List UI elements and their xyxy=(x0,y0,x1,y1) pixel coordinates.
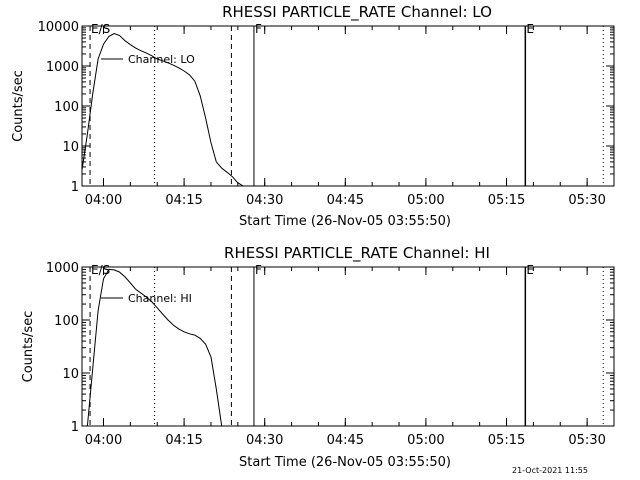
x-tick-label: 04:30 xyxy=(246,433,283,448)
x-tick-label: 04:45 xyxy=(327,193,364,208)
y-tick-label: 100 xyxy=(54,100,79,115)
series-line xyxy=(81,32,244,187)
x-tick-label: 04:00 xyxy=(85,433,122,448)
y-tick-label: 100 xyxy=(54,314,79,329)
y-tick-label: 10 xyxy=(62,140,79,155)
y-axis-label: Counts/sec xyxy=(11,70,26,142)
y-tick-label: 10 xyxy=(62,367,79,382)
x-axis-label: Start Time (26-Nov-05 03:55:50) xyxy=(239,214,451,229)
y-tick-label: 10000 xyxy=(38,20,79,35)
y-tick-label: 1000 xyxy=(46,60,79,75)
y-tick-label: 1 xyxy=(71,180,79,195)
x-tick-label: 05:00 xyxy=(407,433,444,448)
y-tick-label: 1000 xyxy=(46,261,79,276)
x-tick-label: 05:30 xyxy=(568,433,605,448)
x-tick-label: 04:45 xyxy=(327,433,364,448)
event-marker-label: E xyxy=(526,263,534,277)
y-tick-label: 1 xyxy=(71,420,79,435)
event-marker-label: F xyxy=(255,22,262,36)
footer-timestamp: 21-Oct-2021 11:55 xyxy=(512,466,588,475)
chart-title: RHESSI PARTICLE_RATE Channel: HI xyxy=(224,244,490,263)
x-tick-label: 05:15 xyxy=(488,193,525,208)
x-tick-label: 04:15 xyxy=(165,193,202,208)
x-tick-label: 05:00 xyxy=(407,193,444,208)
x-tick-label: 05:15 xyxy=(488,433,525,448)
x-tick-label: 04:00 xyxy=(85,193,122,208)
series-line xyxy=(86,268,223,427)
plot-frame xyxy=(81,266,615,427)
y-axis-label: Counts/sec xyxy=(21,311,36,383)
x-tick-label: 05:30 xyxy=(568,193,605,208)
x-axis-label: Start Time (26-Nov-05 03:55:50) xyxy=(239,455,451,470)
event-marker-label: E/S xyxy=(91,263,110,277)
x-tick-label: 04:15 xyxy=(165,433,202,448)
x-tick-label: 04:30 xyxy=(246,193,283,208)
event-marker-label: F xyxy=(255,263,262,277)
legend-label: Channel: HI xyxy=(128,292,192,305)
plot-frame xyxy=(81,25,615,187)
event-marker-label: E/S xyxy=(91,22,110,36)
event-marker-label: E xyxy=(526,22,534,36)
legend-label: Channel: LO xyxy=(128,53,195,66)
chart-title: RHESSI PARTICLE_RATE Channel: LO xyxy=(222,3,492,22)
